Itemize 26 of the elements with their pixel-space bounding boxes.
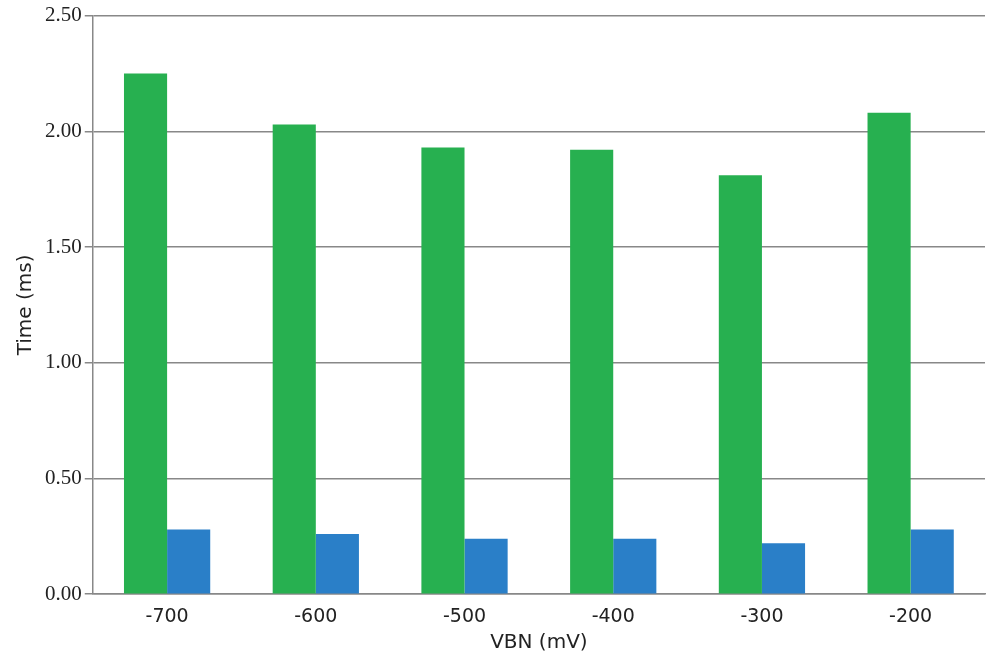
bar	[123, 73, 168, 594]
y-tick-label: 2.00	[45, 117, 82, 142]
y-tick-label: 1.00	[45, 349, 82, 374]
bar	[272, 124, 316, 594]
x-axis-title: VBN (mV)	[490, 629, 588, 654]
y-tick-label: 0.00	[45, 580, 82, 605]
bar	[421, 147, 465, 594]
bar	[613, 538, 657, 594]
bar	[570, 149, 614, 594]
bar	[761, 543, 806, 594]
bar	[167, 529, 211, 594]
x-tick-label: -400	[591, 603, 635, 626]
x-tick-label: -500	[442, 603, 487, 626]
y-tick-label: 2.50	[45, 2, 82, 27]
x-tick-label: -200	[889, 603, 933, 626]
bar	[315, 534, 359, 594]
y-axis-title: Time (ms)	[12, 254, 37, 357]
x-tick-label: -600	[294, 603, 338, 626]
y-tick-label: 0.50	[45, 465, 82, 489]
x-tick-label: -700	[145, 603, 189, 626]
bar	[718, 175, 762, 594]
y-tick-label: 1.50	[45, 233, 82, 258]
bar	[910, 529, 954, 594]
bar	[464, 538, 508, 594]
x-tick-label: -300	[740, 603, 784, 626]
bar	[867, 112, 911, 594]
